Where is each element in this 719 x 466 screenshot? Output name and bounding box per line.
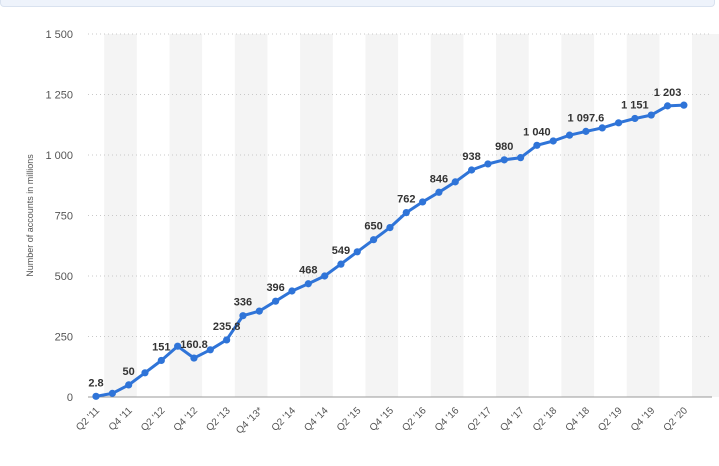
x-tick-label: Q4 '17 [498, 405, 527, 434]
data-point [680, 101, 688, 109]
y-tick-label: 0 [67, 392, 73, 404]
data-label: 336 [234, 297, 252, 309]
data-label: 980 [495, 141, 513, 153]
x-tick-label: Q4 '11 [107, 405, 135, 433]
x-tick-label: Q4 '13* [234, 405, 265, 436]
data-point [337, 260, 345, 268]
data-point [174, 342, 182, 350]
data-point [647, 111, 655, 119]
data-label: 151 [152, 341, 170, 353]
data-label: 396 [266, 282, 284, 294]
data-point [386, 224, 394, 232]
top-strip [0, 0, 715, 7]
data-point [239, 312, 247, 320]
data-point [255, 307, 263, 315]
data-point [304, 280, 312, 288]
y-tick-label: 250 [55, 332, 73, 344]
data-label: 2.8 [88, 377, 103, 389]
x-tick-label: Q2 '12 [139, 405, 168, 434]
data-point [92, 392, 100, 400]
data-label: 938 [462, 151, 480, 163]
data-point [663, 102, 672, 110]
x-tick-label: Q4 '19 [629, 405, 658, 434]
x-tick-label: Q2 '17 [466, 405, 495, 434]
data-point [125, 381, 133, 389]
x-tick-label: Q2 '16 [400, 405, 429, 434]
data-point [582, 127, 590, 135]
data-point [288, 287, 296, 295]
data-point [206, 346, 214, 354]
data-point [108, 389, 116, 397]
x-tick-label: Q2 '19 [596, 405, 625, 434]
y-tick-label: 500 [55, 271, 73, 283]
data-label: 50 [123, 366, 135, 378]
x-tick-label: Q2 '20 [662, 405, 691, 434]
data-label: 762 [397, 194, 415, 206]
data-point [451, 178, 459, 186]
data-point [533, 141, 541, 149]
y-tick-label: 750 [55, 211, 73, 223]
data-point [190, 354, 198, 362]
column-band [234, 34, 268, 397]
data-label: 160.8 [180, 339, 208, 351]
x-tick-label: Q2 '11 [74, 405, 102, 433]
x-tick-label: Q4 '18 [564, 405, 593, 434]
data-point [435, 188, 443, 196]
data-point [614, 119, 623, 127]
x-tick-label: Q2 '13 [204, 405, 233, 434]
data-label: 1 203 [654, 87, 682, 99]
y-tick-label: 1 250 [45, 90, 73, 102]
x-tick-label: Q2 '18 [531, 405, 560, 434]
x-tick-label: Q2 '14 [270, 405, 299, 434]
data-label: 1 040 [523, 126, 551, 138]
y-tick-label: 1 000 [45, 150, 73, 162]
data-point [631, 114, 639, 123]
data-point [565, 131, 574, 139]
data-point [321, 272, 329, 280]
data-point [141, 369, 149, 377]
data-point [157, 356, 165, 365]
data-point [370, 236, 378, 244]
data-label: 468 [299, 265, 317, 277]
data-label: 846 [430, 173, 448, 185]
x-tick-label: Q4 '12 [172, 405, 201, 434]
column-band [365, 34, 399, 397]
data-point [353, 248, 361, 256]
data-label: 235.8 [213, 321, 241, 333]
x-tick-label: Q4 '14 [302, 405, 331, 434]
data-point [223, 336, 231, 344]
data-point [272, 297, 280, 305]
data-point [500, 156, 508, 164]
y-tick-label: 1 500 [45, 29, 73, 41]
data-label: 650 [364, 221, 382, 233]
x-tick-label: Q2 '15 [335, 405, 364, 434]
data-label: 1 151 [621, 99, 649, 111]
column-band [561, 34, 595, 397]
data-point [467, 166, 476, 174]
x-tick-label: Q4 '16 [433, 405, 462, 434]
data-point [549, 137, 557, 145]
data-label: 549 [332, 245, 350, 257]
data-point [484, 160, 492, 168]
data-point [598, 124, 606, 132]
x-tick-label: Q4 '15 [368, 405, 397, 434]
column-band [430, 34, 464, 397]
data-point [402, 208, 410, 217]
y-axis-title: Number of accounts in millions [25, 154, 35, 277]
data-point [516, 154, 525, 162]
data-point [419, 198, 427, 206]
data-label: 1 097.6 [568, 112, 605, 124]
